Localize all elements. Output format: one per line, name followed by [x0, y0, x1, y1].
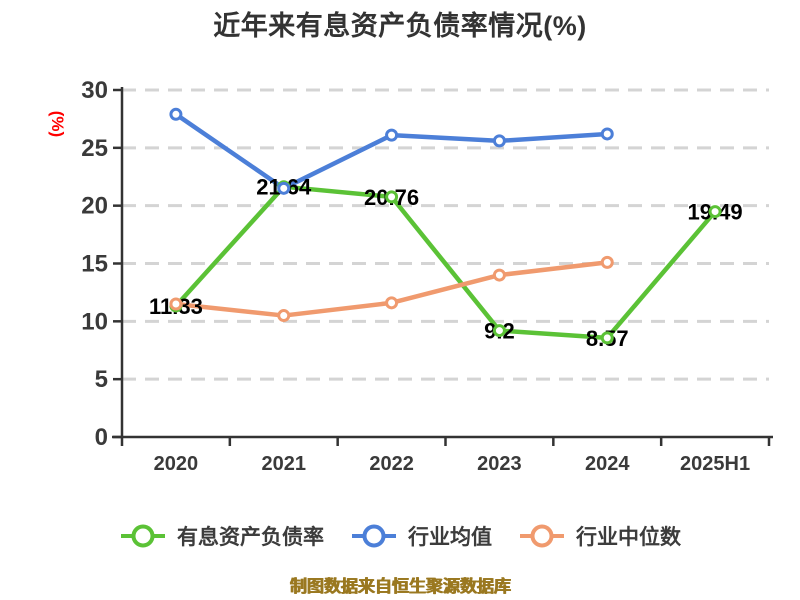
- data-point-marker-2: [385, 296, 399, 310]
- legend-label: 行业中位数: [576, 526, 681, 549]
- data-point-marker-1: [385, 128, 399, 142]
- y-tick-label: 30: [81, 77, 108, 104]
- y-tick-label: 20: [81, 193, 108, 220]
- data-point-marker-2: [169, 297, 183, 311]
- legend: 有息资产负债率 行业均值 行业中位数: [0, 516, 800, 556]
- x-tick-label: 2025H1: [680, 453, 750, 475]
- data-point-marker-2: [600, 255, 614, 269]
- y-tick-label: 25: [81, 135, 108, 162]
- legend-item-industry-median[interactable]: 行业中位数: [518, 521, 681, 551]
- y-tick-label: 10: [81, 308, 108, 335]
- data-point-marker-1: [169, 107, 183, 121]
- x-tick-label: 2023: [477, 453, 522, 475]
- data-source-note: 制图数据来自恒生聚源数据库: [289, 577, 511, 596]
- chart-title: 近年来有息资产负债率情况(%): [213, 11, 587, 41]
- y-tick-label: 0: [95, 424, 108, 451]
- y-tick-label: 15: [81, 251, 108, 278]
- data-point-marker-1: [492, 134, 506, 148]
- data-point-marker-2: [277, 309, 291, 323]
- x-tick-label: 2021: [262, 453, 307, 475]
- legend-item-interest-debt-ratio[interactable]: 有息资产负债率: [119, 521, 324, 551]
- data-point-marker-0: [708, 205, 722, 219]
- legend-marker-green-icon: [121, 524, 165, 548]
- series-line-1: [173, 112, 610, 191]
- data-point-marker-0: [492, 324, 506, 338]
- legend-label: 有息资产负债率: [177, 526, 324, 549]
- x-tick-label: 2020: [154, 453, 199, 475]
- legend-label: 行业均值: [408, 526, 492, 549]
- legend-item-industry-mean[interactable]: 行业均值: [350, 521, 492, 551]
- legend-marker-orange-icon: [520, 524, 564, 548]
- legend-marker-blue-icon: [352, 524, 396, 548]
- x-tick-label: 2024: [585, 453, 630, 475]
- data-point-marker-0: [600, 331, 614, 345]
- data-point-marker-2: [492, 268, 506, 282]
- data-point-marker-1: [600, 127, 614, 141]
- data-point-marker-0: [385, 190, 399, 204]
- x-tick-label: 2022: [369, 453, 414, 475]
- data-point-marker-1: [277, 181, 291, 195]
- y-tick-label: 5: [95, 366, 108, 393]
- series-line-0: [173, 184, 718, 341]
